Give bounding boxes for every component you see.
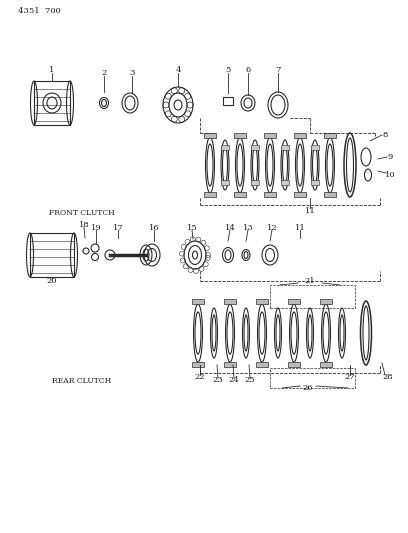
Text: 16: 16	[149, 224, 159, 232]
Text: 20: 20	[47, 277, 57, 285]
Text: 23: 23	[213, 376, 223, 384]
Bar	[34, 81, 70, 125]
Bar	[324, 133, 336, 138]
Bar	[221, 180, 229, 185]
Bar	[294, 133, 306, 138]
Text: 10: 10	[385, 171, 395, 179]
Bar	[256, 362, 268, 367]
Text: 17: 17	[113, 224, 123, 232]
Bar	[264, 133, 276, 138]
Text: 19: 19	[91, 224, 101, 232]
Bar	[30, 233, 74, 277]
Text: 28: 28	[383, 373, 393, 381]
Bar	[311, 145, 319, 150]
Bar	[270, 368, 355, 388]
Text: 7: 7	[275, 66, 281, 74]
Bar	[204, 133, 216, 138]
Text: 6: 6	[245, 66, 251, 74]
Bar	[320, 362, 332, 367]
Text: 21: 21	[305, 277, 315, 285]
Text: 5: 5	[225, 66, 231, 74]
Text: 12: 12	[267, 224, 277, 232]
Bar	[221, 145, 229, 150]
Bar	[311, 180, 319, 185]
Bar	[320, 299, 332, 304]
Text: 2: 2	[101, 69, 106, 77]
Bar	[192, 299, 204, 304]
Text: 3: 3	[129, 69, 135, 77]
Bar	[256, 299, 268, 304]
Text: 4: 4	[175, 66, 181, 74]
Bar	[234, 133, 246, 138]
Text: REAR CLUTCH: REAR CLUTCH	[52, 377, 112, 385]
Text: 27: 27	[345, 373, 355, 381]
Text: 4351  700: 4351 700	[18, 7, 61, 15]
Text: 13: 13	[243, 224, 253, 232]
Bar	[224, 299, 236, 304]
Text: 8: 8	[382, 131, 388, 139]
Bar	[281, 180, 289, 185]
Text: 22: 22	[195, 373, 205, 381]
Bar	[288, 299, 300, 304]
Bar	[264, 192, 276, 197]
Text: FRONT CLUTCH: FRONT CLUTCH	[49, 209, 115, 217]
Text: 24: 24	[228, 376, 239, 384]
Text: 15: 15	[186, 224, 197, 232]
Bar	[288, 362, 300, 367]
Bar	[192, 362, 204, 367]
Text: 11: 11	[295, 224, 305, 232]
Text: 14: 14	[224, 224, 235, 232]
Bar	[204, 192, 216, 197]
Text: 25: 25	[245, 376, 255, 384]
Bar	[223, 97, 233, 105]
Text: 9: 9	[387, 153, 392, 161]
Text: 26: 26	[303, 384, 313, 392]
Text: 1: 1	[49, 66, 55, 74]
Bar	[281, 145, 289, 150]
Bar	[251, 145, 259, 150]
Bar	[324, 192, 336, 197]
Text: 11: 11	[305, 207, 315, 215]
Bar	[251, 180, 259, 185]
Bar	[234, 192, 246, 197]
Bar	[270, 285, 355, 308]
Bar	[294, 192, 306, 197]
Bar	[224, 362, 236, 367]
Text: 18: 18	[79, 221, 89, 229]
